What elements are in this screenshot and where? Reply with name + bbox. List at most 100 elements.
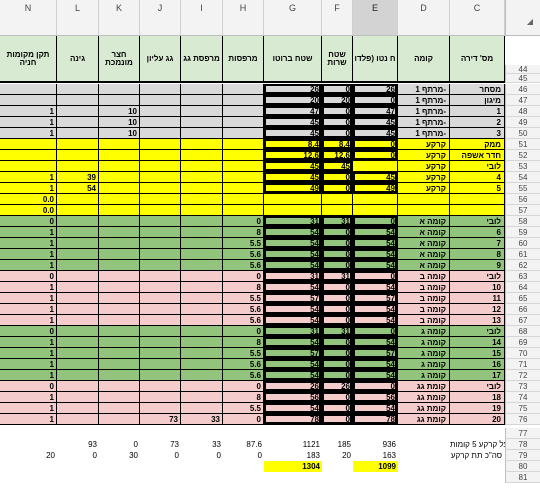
cell-e58[interactable]: 0 [353,216,398,227]
cell-g48[interactable]: 47 [264,106,322,117]
cell-j79[interactable]: 0 [140,450,181,461]
cell-n73[interactable]: 0 [0,381,57,392]
cell-g69[interactable]: 54 [264,337,322,348]
cell-c58[interactable]: לובי [450,216,505,227]
cell-e62[interactable]: 54 [353,260,398,271]
cell-k54[interactable] [99,172,140,183]
cell-d79[interactable] [398,450,450,461]
cell-d71[interactable]: קומה ג [398,359,450,370]
cell-f66[interactable]: 0 [322,304,353,315]
row-header-58[interactable]: 58 [505,216,540,227]
cell-h70[interactable]: 5.5 [223,348,264,359]
cell-f47[interactable]: 20 [322,95,353,106]
cell-k53[interactable] [99,161,140,172]
cell-i71[interactable] [181,359,223,370]
row-header-53[interactable]: 53 [505,161,540,172]
cell-f61[interactable]: 0 [322,249,353,260]
cell-i73[interactable] [181,381,223,392]
cell-j81[interactable] [140,472,181,483]
cell-e50[interactable]: 45 [353,128,398,139]
cell-e53[interactable] [353,161,398,172]
row-header-45[interactable]: 45 [505,74,540,83]
cell-f69[interactable]: 0 [322,337,353,348]
cell-f51[interactable]: 8.4 [322,139,353,150]
cell-k46[interactable] [99,84,140,95]
cell-i48[interactable] [181,106,223,117]
cell-k55[interactable] [99,183,140,194]
cell-f46[interactable]: 0 [322,84,353,95]
cell-k78[interactable]: 0 [99,439,140,450]
cell-h78[interactable]: 87.6 [223,439,264,450]
row-header-75[interactable]: 75 [505,403,540,414]
row-header-79[interactable]: 79 [505,450,540,461]
cell-h60[interactable]: 5.5 [223,238,264,249]
cell-c69[interactable]: 14 [450,337,505,348]
cell-e46[interactable]: 26 [353,84,398,95]
cell-c68[interactable]: לובי [450,326,505,337]
cell-c75[interactable]: 19 [450,403,505,414]
cell-l63[interactable] [57,271,99,282]
cell-n65[interactable]: 1 [0,293,57,304]
row-header-78[interactable]: 78 [505,439,540,450]
row-header-47[interactable]: 47 [505,95,540,106]
cell-l74[interactable] [57,392,99,403]
cell-g65[interactable]: 57 [264,293,322,304]
cell-d65[interactable]: קומה ב [398,293,450,304]
cell-c49[interactable]: 2 [450,117,505,128]
cell-g62[interactable]: 54 [264,260,322,271]
cell-n51[interactable] [0,139,57,150]
cell-g54[interactable]: 45 [264,172,322,183]
column-header-g[interactable]: G [264,0,322,36]
cell-j74[interactable] [140,392,181,403]
cell-n53[interactable] [0,161,57,172]
cell-h46[interactable] [223,84,264,95]
cell-k58[interactable] [99,216,140,227]
cell-g80[interactable]: 1304 [264,461,322,472]
cell-g49[interactable]: 45 [264,117,322,128]
cell-k80[interactable] [99,461,140,472]
cell-c51[interactable]: ממק [450,139,505,150]
cell-h80[interactable] [223,461,264,472]
cell-e57[interactable] [353,205,398,216]
cell-l67[interactable] [57,315,99,326]
cell-e69[interactable]: 54 [353,337,398,348]
cell-d76[interactable]: קומת גג [398,414,450,425]
cell-d81[interactable] [398,472,450,483]
cell-h79[interactable]: 0 [223,450,264,461]
cell-k76[interactable] [99,414,140,425]
cell-g68[interactable]: 31 [264,326,322,337]
row-header-67[interactable]: 67 [505,315,540,326]
cell-l49[interactable] [57,117,99,128]
cell-c55[interactable]: 5 [450,183,505,194]
cell-d55[interactable]: קרקע [398,183,450,194]
cell-g72[interactable]: 54 [264,370,322,381]
cell-i58[interactable] [181,216,223,227]
cell-k66[interactable] [99,304,140,315]
row-header-76[interactable]: 76 [505,414,540,425]
cell-i79[interactable]: 0 [181,450,223,461]
cell-c59[interactable]: 6 [450,227,505,238]
cell-d60[interactable]: קומה א [398,238,450,249]
cell-g61[interactable]: 54 [264,249,322,260]
row-header-64[interactable]: 64 [505,282,540,293]
cell-j65[interactable] [140,293,181,304]
cell-l47[interactable] [57,95,99,106]
column-header-d[interactable]: D [398,0,450,36]
cell-f57[interactable] [322,205,353,216]
cell-n61[interactable]: 1 [0,249,57,260]
cell-e61[interactable]: 54 [353,249,398,260]
cell-c71[interactable]: 16 [450,359,505,370]
cell-d56[interactable] [398,194,450,205]
cell-d78[interactable] [398,439,450,450]
column-header-k[interactable]: K [99,0,140,36]
cell-h50[interactable] [223,128,264,139]
cell-d73[interactable]: קומת גג [398,381,450,392]
cell-c50[interactable]: 3 [450,128,505,139]
cell-h58[interactable]: 0 [223,216,264,227]
cell-j72[interactable] [140,370,181,381]
cell-g51[interactable]: 8.4 [264,139,322,150]
header-cell-n[interactable]: תקן מקומות חניה [0,36,57,83]
cell-e78[interactable]: 936 [353,439,398,450]
cell-j68[interactable] [140,326,181,337]
cell-j66[interactable] [140,304,181,315]
